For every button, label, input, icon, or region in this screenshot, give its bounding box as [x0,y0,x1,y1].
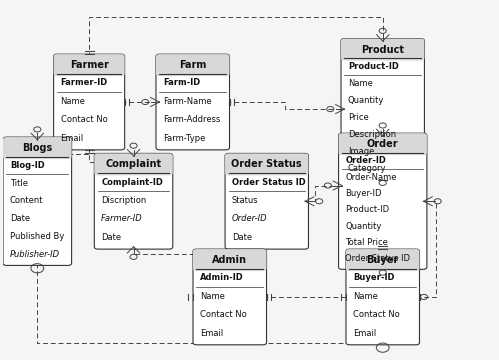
Text: Farmer-ID: Farmer-ID [60,78,108,87]
Bar [229,165,305,173]
Text: Buyer-ID: Buyer-ID [345,189,382,198]
Text: Order-ID: Order-ID [232,215,267,224]
FancyBboxPatch shape [338,133,427,155]
Text: Order Status ID: Order Status ID [232,177,306,186]
Text: Published By: Published By [10,232,64,241]
FancyBboxPatch shape [193,249,266,345]
Text: Name: Name [60,97,85,106]
Text: Complaint: Complaint [105,159,162,170]
Text: Order Status: Order Status [232,159,302,170]
Text: Admin-ID: Admin-ID [200,273,244,282]
FancyBboxPatch shape [94,153,173,175]
FancyBboxPatch shape [341,39,425,180]
Bar [6,148,68,157]
Text: Date: Date [101,233,121,242]
FancyBboxPatch shape [3,137,72,159]
Text: Contact No: Contact No [60,115,107,124]
FancyBboxPatch shape [338,133,427,269]
FancyBboxPatch shape [346,249,420,271]
Text: Admin: Admin [212,255,248,265]
Text: Discription: Discription [101,196,147,205]
Text: Name: Name [348,79,373,88]
Text: Order Status ID: Order Status ID [345,254,411,263]
Text: Image: Image [348,147,374,156]
Text: Farmer-ID: Farmer-ID [101,215,143,224]
Text: Name: Name [200,292,225,301]
Text: Publisher-ID: Publisher-ID [10,249,60,258]
Text: Category: Category [348,164,386,173]
Text: Quantity: Quantity [345,221,382,230]
Text: Email: Email [353,329,376,338]
FancyBboxPatch shape [3,137,72,265]
Text: Email: Email [200,329,223,338]
Text: Status: Status [232,196,258,205]
Text: Farm: Farm [179,60,207,70]
Text: Name: Name [353,292,378,301]
Text: Email: Email [60,134,84,143]
Bar [57,65,121,74]
Text: Price: Price [348,113,369,122]
Text: Farm-Type: Farm-Type [163,134,205,143]
Bar [349,260,416,269]
Text: Order-ID: Order-ID [345,156,386,165]
FancyBboxPatch shape [341,39,425,60]
Bar [342,144,424,153]
Bar [98,165,169,173]
Text: Date: Date [10,214,30,223]
FancyBboxPatch shape [225,153,308,249]
Text: Content: Content [10,197,43,206]
FancyBboxPatch shape [53,54,125,76]
Text: Title: Title [10,179,28,188]
Text: Contact No: Contact No [200,310,247,319]
Text: Product-ID: Product-ID [345,205,390,214]
FancyBboxPatch shape [156,54,230,76]
Text: Farm-Address: Farm-Address [163,115,220,124]
Text: Order: Order [367,139,399,149]
Bar [160,65,226,74]
FancyBboxPatch shape [94,153,173,249]
Text: Complaint-ID: Complaint-ID [101,177,163,186]
FancyBboxPatch shape [156,54,230,150]
Text: Farmer: Farmer [70,60,109,70]
Text: Description: Description [348,130,396,139]
Text: Total Price: Total Price [345,238,388,247]
Text: Buyer: Buyer [367,255,399,265]
Text: Quantity: Quantity [348,96,384,105]
FancyBboxPatch shape [193,249,266,271]
FancyBboxPatch shape [346,249,420,345]
Text: Order-Name: Order-Name [345,173,397,182]
Text: Farm-ID: Farm-ID [163,78,200,87]
Bar [344,50,421,58]
Text: Farm-Name: Farm-Name [163,97,212,106]
FancyBboxPatch shape [53,54,125,150]
Text: Blog-ID: Blog-ID [10,161,45,170]
Text: Date: Date [232,233,252,242]
Text: Buyer-ID: Buyer-ID [353,273,394,282]
Text: Product: Product [361,45,404,55]
Text: Blogs: Blogs [22,143,52,153]
Text: Contact No: Contact No [353,310,400,319]
Text: Product-ID: Product-ID [348,62,399,71]
Bar [197,260,263,269]
FancyBboxPatch shape [225,153,308,175]
